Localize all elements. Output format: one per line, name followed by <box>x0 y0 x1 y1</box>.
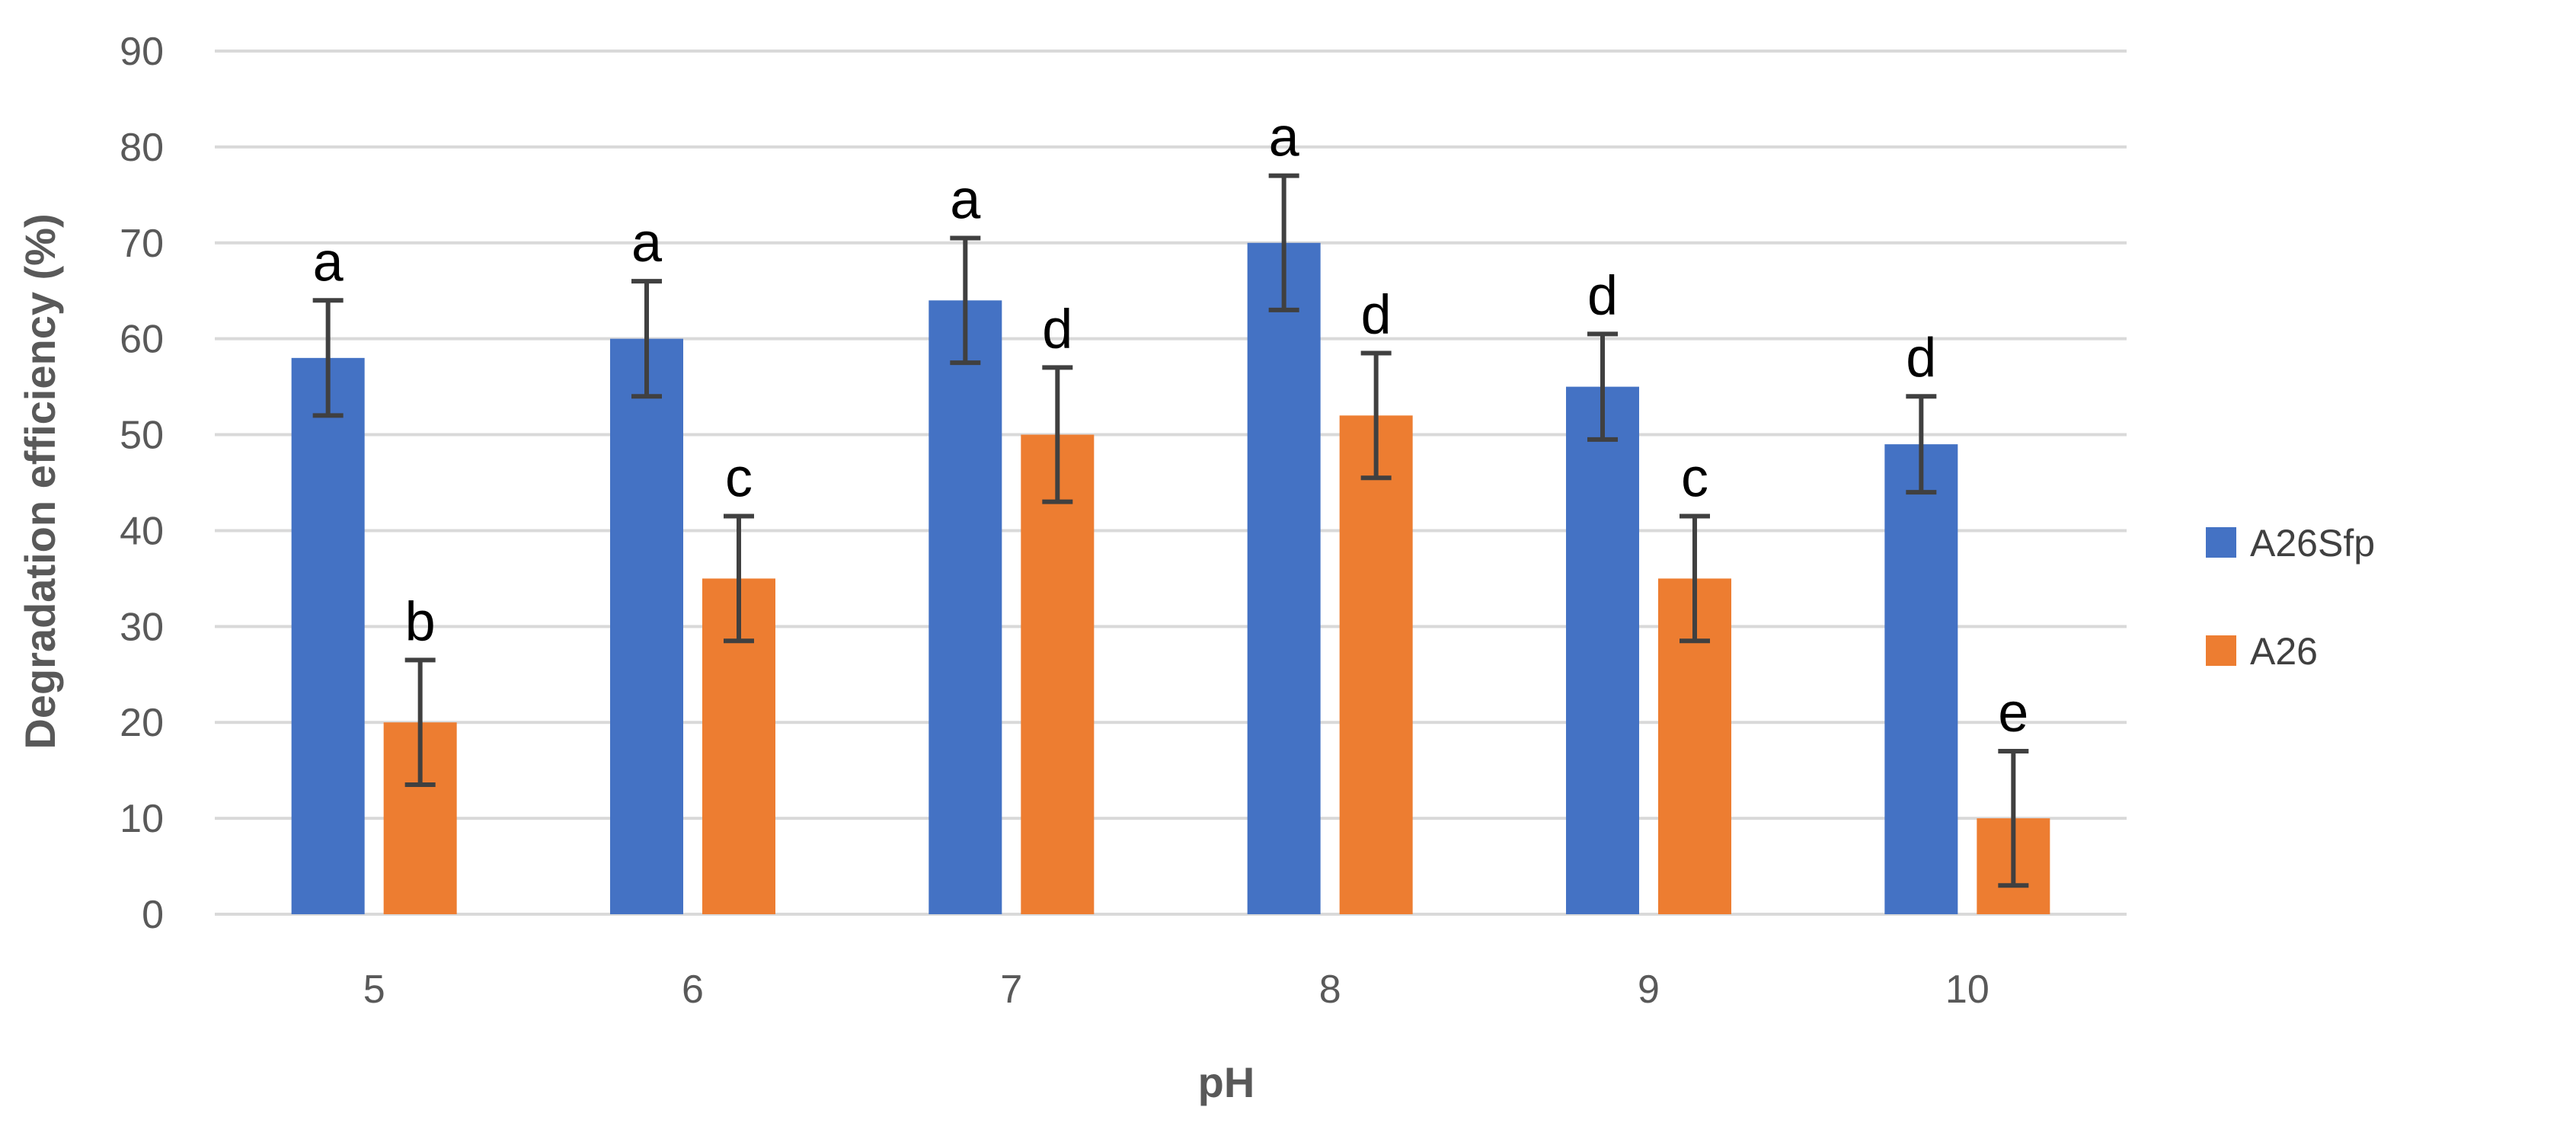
significance-label: d <box>1042 299 1072 360</box>
x-axis-ticks: 5 6 7 8 9 10 <box>363 968 1990 1012</box>
significance-label: c <box>725 448 753 509</box>
y-tick-label: 70 <box>120 222 164 266</box>
y-tick-label: 40 <box>120 509 164 553</box>
y-tick-label: 20 <box>120 701 164 745</box>
error-bar <box>1680 513 1710 644</box>
x-tick-label: 6 <box>682 968 704 1012</box>
x-tick-label: 7 <box>1000 968 1022 1012</box>
gridlines <box>215 50 2127 916</box>
bar <box>610 338 683 915</box>
legend-swatch <box>2206 527 2236 558</box>
bar <box>1339 415 1413 914</box>
significance-labels: a b a c a d a d d c d e <box>313 107 2029 744</box>
bar <box>928 300 1002 914</box>
y-tick-label: 10 <box>120 797 164 841</box>
error-bar <box>404 657 436 788</box>
x-tick-label: 10 <box>1945 968 1990 1012</box>
legend-swatch <box>2206 635 2236 666</box>
error-bar <box>1042 365 1073 504</box>
legend-label: A26Sfp <box>2250 522 2375 565</box>
significance-label: d <box>1361 285 1392 346</box>
legend: A26Sfp A26 <box>2206 522 2375 673</box>
y-tick-label: 30 <box>120 605 164 649</box>
y-axis-title: Degradation efficiency (%) <box>16 213 64 749</box>
error-bar <box>631 279 662 399</box>
error-bar <box>1587 331 1618 442</box>
legend-item: A26Sfp <box>2206 522 2375 565</box>
error-bar <box>724 513 754 644</box>
legend-label: A26 <box>2250 630 2318 673</box>
error-bar <box>1906 394 1937 495</box>
y-tick-label: 50 <box>120 414 164 458</box>
x-tick-label: 5 <box>363 968 385 1012</box>
significance-label: a <box>1269 107 1300 168</box>
y-tick-label: 90 <box>120 30 164 74</box>
legend-item: A26 <box>2206 630 2318 673</box>
bars <box>291 242 2050 915</box>
x-tick-label: 9 <box>1638 968 1660 1012</box>
y-tick-label: 80 <box>120 126 164 170</box>
error-bar <box>1360 350 1392 481</box>
significance-label: b <box>405 591 436 652</box>
y-axis-ticks: 0 10 20 30 40 50 60 70 80 90 <box>120 30 164 937</box>
error-bar <box>1268 173 1299 312</box>
y-tick-label: 0 <box>142 893 164 937</box>
bar <box>1021 434 1095 914</box>
y-tick-label: 60 <box>120 318 164 362</box>
bar <box>1884 444 1958 914</box>
error-bars <box>312 173 2029 888</box>
bar <box>1566 386 1639 915</box>
significance-label: d <box>1906 328 1936 389</box>
x-tick-label: 8 <box>1319 968 1341 1012</box>
error-bar <box>1998 748 2029 888</box>
significance-label: a <box>313 232 344 293</box>
error-bar <box>950 235 981 366</box>
significance-label: a <box>950 169 981 230</box>
significance-label: c <box>1681 448 1708 509</box>
bar <box>291 357 365 914</box>
significance-label: a <box>631 213 663 274</box>
bar <box>1247 242 1321 914</box>
x-axis-title: pH <box>1198 1058 1255 1106</box>
significance-label: d <box>1587 265 1618 326</box>
error-bar <box>312 298 344 418</box>
significance-label: e <box>1998 683 2028 744</box>
